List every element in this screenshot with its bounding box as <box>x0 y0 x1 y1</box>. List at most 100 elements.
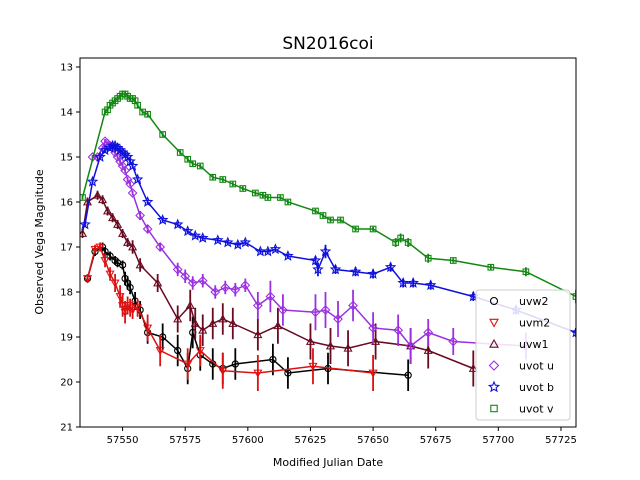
data-point <box>312 263 324 275</box>
data-point <box>159 131 167 138</box>
data-point <box>103 206 113 215</box>
data-point <box>229 180 237 188</box>
data-point <box>80 228 88 237</box>
chart-title: SN2016coi <box>282 34 373 54</box>
data-point <box>183 360 193 369</box>
data-point <box>253 369 263 378</box>
data-point <box>90 245 100 254</box>
data-point <box>320 305 331 315</box>
y-tick-label: 18 <box>60 288 73 299</box>
data-point <box>106 252 114 260</box>
data-point <box>424 254 432 262</box>
data-point <box>284 198 292 206</box>
y-tick-label: 16 <box>60 198 73 209</box>
data-point <box>171 218 184 230</box>
data-point <box>125 179 135 189</box>
data-point <box>219 176 227 183</box>
data-point <box>230 284 241 295</box>
legend-item: uvot u <box>488 360 554 373</box>
data-point <box>195 347 205 356</box>
y-tick-label: 13 <box>60 63 73 74</box>
data-point <box>118 228 128 237</box>
data-point <box>198 325 208 334</box>
data-point <box>393 325 404 336</box>
data-point <box>98 195 108 204</box>
data-point <box>127 188 138 198</box>
y-tick-label: 20 <box>60 378 73 389</box>
legend-marker <box>488 360 500 371</box>
x-axis-label: Modified Julian Date <box>273 456 383 469</box>
data-point <box>209 173 217 181</box>
data-point <box>252 300 263 311</box>
data-point <box>348 300 358 311</box>
y-tick-label: 21 <box>60 423 73 434</box>
y-tick-label: 17 <box>60 243 73 254</box>
data-point <box>93 190 103 199</box>
legend-item: uvm2 <box>489 317 550 330</box>
data-point <box>327 216 334 224</box>
x-tick-label: 57675 <box>420 435 452 446</box>
data-point <box>176 149 184 156</box>
data-point <box>100 257 110 266</box>
data-point <box>134 101 141 109</box>
data-point <box>319 245 332 257</box>
legend-marker <box>489 296 499 306</box>
data-point <box>384 261 397 273</box>
series-uvot-b <box>80 139 576 338</box>
data-point <box>172 264 183 275</box>
data-point <box>305 336 315 345</box>
data-point <box>180 271 191 282</box>
series-uvm2 <box>82 242 378 391</box>
data-point <box>278 305 288 315</box>
data-point <box>135 210 145 221</box>
data-point <box>269 243 282 255</box>
x-tick-label: 57650 <box>357 435 389 446</box>
data-point <box>187 278 198 288</box>
legend: uvw2 uvm2 uvw1 uvot u uvot b uvot v <box>475 289 571 421</box>
data-point <box>105 270 115 279</box>
data-point <box>239 236 252 248</box>
data-point <box>118 261 127 269</box>
data-point <box>126 283 134 292</box>
data-point <box>448 336 459 347</box>
data-point <box>124 155 136 167</box>
data-point <box>397 276 409 288</box>
data-point <box>142 224 153 234</box>
data-point <box>337 216 344 224</box>
data-point <box>349 265 362 277</box>
data-point <box>423 327 434 338</box>
data-point <box>131 173 144 185</box>
data-point <box>487 263 495 271</box>
data-point <box>368 323 378 333</box>
data-point <box>143 324 153 333</box>
data-point <box>407 276 419 288</box>
legend-label: uvw1 <box>519 338 548 351</box>
data-point <box>262 245 274 257</box>
data-point <box>184 155 192 163</box>
data-point <box>397 234 404 242</box>
data-point <box>405 341 416 351</box>
y-tick-label: 14 <box>60 108 73 119</box>
data-point <box>113 219 123 228</box>
data-point <box>94 150 106 162</box>
data-point <box>325 341 336 350</box>
data-point <box>343 343 353 352</box>
data-point <box>80 194 86 201</box>
y-axis-ticks: 13 14 15 16 17 18 19 20 21 <box>60 63 80 434</box>
data-point <box>329 263 342 275</box>
data-point <box>273 321 283 330</box>
data-point <box>212 234 224 246</box>
data-point <box>404 239 412 246</box>
data-point <box>123 237 133 246</box>
data-point <box>277 194 284 201</box>
series-uvw1 <box>80 190 478 387</box>
legend-marker <box>490 404 498 413</box>
data-point <box>144 110 151 118</box>
data-point <box>133 304 143 313</box>
x-tick-label: 57575 <box>169 435 201 446</box>
data-point <box>228 318 238 327</box>
series-layer <box>80 90 576 391</box>
data-point <box>197 231 209 243</box>
data-point <box>210 287 221 297</box>
